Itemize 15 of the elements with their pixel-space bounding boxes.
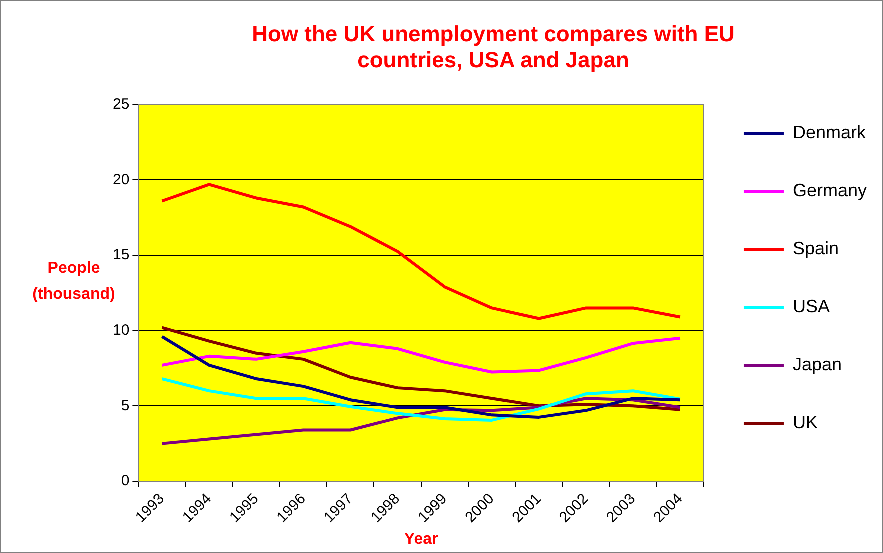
- legend-label: Denmark: [792, 122, 867, 142]
- legend-label: UK: [792, 412, 818, 432]
- x-axis-title: Year: [404, 530, 438, 548]
- y-tick-label: 0: [121, 472, 130, 490]
- chart-title: How the UK unemployment compares with EU countries, USA and Japan: [252, 21, 735, 73]
- legend-label: Spain: [792, 238, 840, 258]
- legend-label: USA: [792, 296, 830, 316]
- legend-label: Germany: [792, 180, 868, 200]
- y-tick-label: 15: [112, 246, 130, 264]
- y-tick-label: 20: [112, 171, 130, 188]
- y-tick-label: 10: [112, 322, 130, 339]
- y-tick-label: 5: [121, 397, 130, 414]
- legend-label: Japan: [792, 354, 842, 374]
- y-tick-label: 25: [112, 96, 130, 113]
- y-axis-title: People (thousand): [32, 260, 116, 303]
